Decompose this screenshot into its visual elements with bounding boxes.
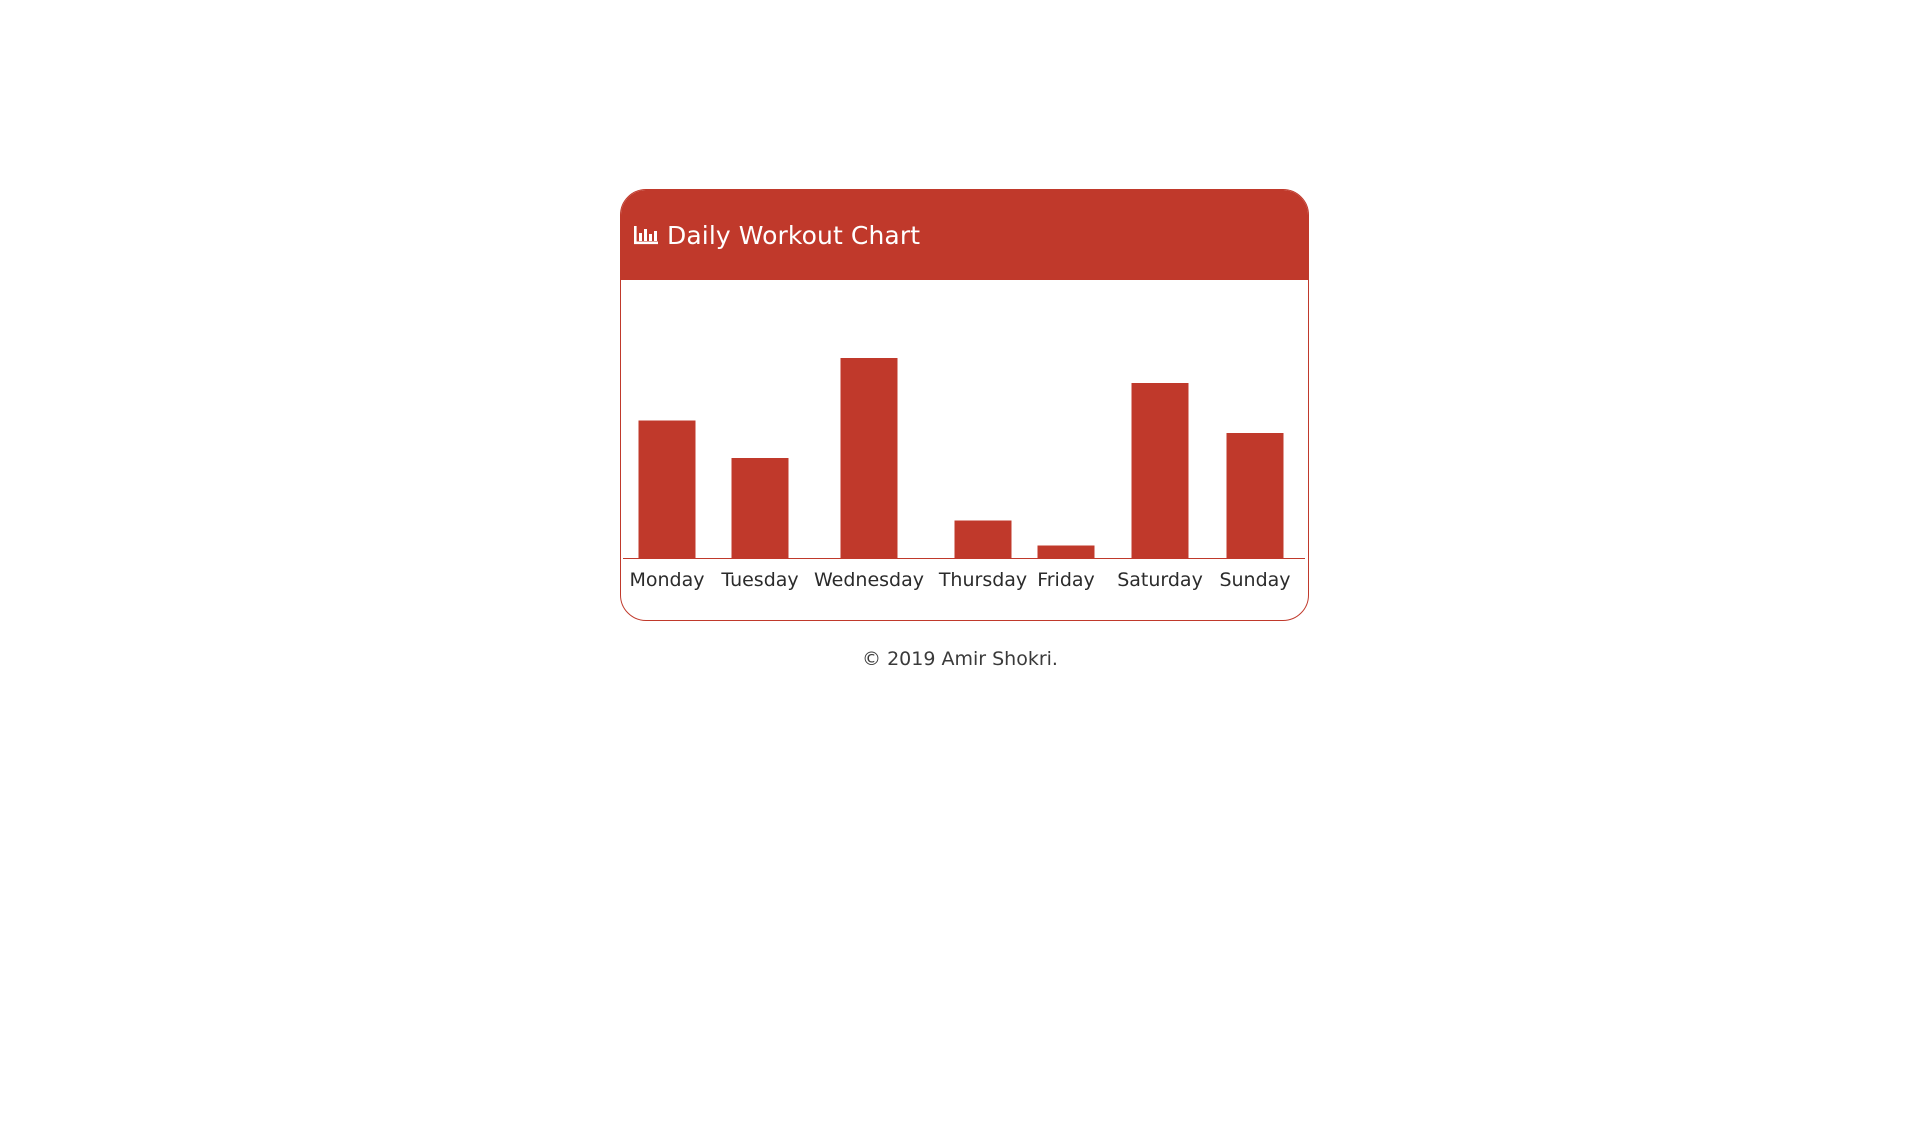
x-tick-label-friday: Friday	[1037, 569, 1095, 591]
card-header: Daily Workout Chart	[621, 190, 1308, 280]
x-tick-label-tuesday: Tuesday	[720, 569, 798, 591]
chart-title: Daily Workout Chart	[667, 220, 921, 250]
bar-chart: Monday Tuesday Wednesday Thursday Friday Satu…	[623, 358, 1305, 591]
x-tick-label-sunday: Sunday	[1219, 569, 1290, 591]
bar-wednesday	[840, 358, 898, 558]
bar-saturday	[1131, 383, 1189, 558]
chart-area: Monday Tuesday Wednesday Thursday Friday Satu…	[621, 280, 1308, 620]
bar-thursday	[954, 520, 1012, 558]
bar-sunday	[1226, 433, 1284, 558]
x-tick-label-monday: Monday	[629, 569, 704, 591]
x-tick-label-wednesday: Wednesday	[814, 569, 924, 591]
x-tick-label-saturday: Saturday	[1117, 569, 1203, 591]
bar-chart-icon	[634, 226, 658, 245]
bar-friday	[1037, 545, 1095, 558]
x-tick-label-thursday: Thursday	[938, 569, 1027, 591]
bar-monday	[638, 420, 696, 558]
chart-card: Daily Workout Chart Monday Tuesday Wednesd…	[620, 189, 1309, 621]
bar-tuesday	[731, 458, 789, 558]
copyright-text: © 2019 Amir Shokri.	[862, 648, 1058, 670]
